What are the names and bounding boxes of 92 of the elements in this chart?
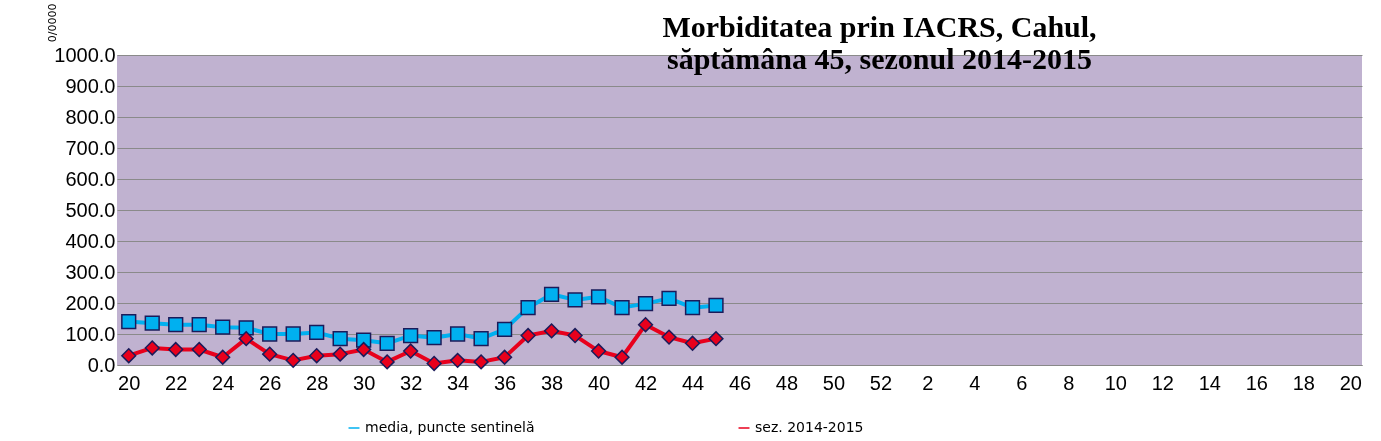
point (449, 352, 466, 368)
point (285, 352, 301, 368)
legend-label: media, puncte sentinelă (365, 419, 535, 435)
x-tick-label: 24 (212, 371, 235, 394)
x-tick-label: 44 (681, 371, 705, 394)
y-tick-label: 200.0 (65, 291, 116, 314)
x-tick-label: 18 (1292, 371, 1315, 394)
point (449, 326, 466, 342)
point (614, 349, 630, 365)
point (637, 295, 654, 312)
point (144, 315, 160, 331)
point (496, 321, 513, 337)
x-tick-label: 22 (165, 371, 188, 394)
point (426, 330, 442, 346)
point (121, 348, 137, 364)
x-tick-label: 6 (1016, 371, 1028, 394)
x-tick-label: 28 (306, 371, 329, 394)
point (262, 326, 278, 342)
x-tick-label: 50 (822, 371, 846, 394)
point (567, 327, 583, 344)
point (543, 286, 560, 302)
x-tick-label: 48 (775, 371, 799, 394)
point (144, 340, 160, 356)
x-tick-label: 2 (922, 371, 934, 394)
y-tick-label: 700.0 (65, 136, 116, 159)
point (520, 327, 536, 344)
point (309, 348, 325, 364)
y-tick-label: 500.0 (65, 198, 116, 221)
y-tick-label: 800.0 (65, 105, 116, 128)
y-tick-label: 100.0 (65, 322, 116, 345)
point (496, 349, 513, 365)
y-tick-label: 0.0 (87, 353, 116, 376)
x-tick-label: 30 (353, 371, 376, 394)
point (708, 331, 724, 347)
point (215, 349, 231, 365)
point (543, 323, 560, 339)
x-tick-label: 20 (118, 371, 141, 394)
point (309, 324, 325, 341)
x-tick-label: 32 (400, 371, 423, 394)
point (332, 346, 348, 362)
point (379, 354, 395, 370)
x-tick-label: 16 (1245, 371, 1268, 394)
point (590, 343, 607, 359)
chart-title: Morbiditatea prin IACRS, Cahul, săptămâna 45, sezonul 2014-2015 (662, 10, 1097, 75)
point (168, 341, 184, 358)
point (402, 327, 419, 344)
y-tick-label: 1000.0 (54, 43, 116, 66)
x-tick-label: 14 (1198, 371, 1221, 394)
point (684, 300, 701, 316)
y-axis-title: 0/0000 (45, 3, 59, 43)
point (215, 319, 231, 335)
point (191, 341, 207, 358)
point (473, 331, 489, 347)
x-tick-label: 34 (446, 371, 470, 394)
legend-label: sez. 2014-2015 (755, 419, 864, 435)
x-tick-label: 10 (1104, 371, 1127, 394)
point (708, 297, 724, 314)
point (567, 292, 583, 308)
x-tick-label: 20 (1339, 371, 1362, 394)
point (332, 331, 348, 347)
point (262, 346, 278, 362)
point (590, 289, 607, 305)
x-tick-label: 4 (969, 371, 981, 394)
y-tick-label: 600.0 (65, 167, 116, 190)
point (238, 331, 254, 347)
x-tick-label: 36 (493, 371, 517, 394)
point (168, 317, 184, 333)
y-tick-label: 900.0 (65, 74, 116, 97)
point (661, 329, 677, 345)
point (191, 317, 207, 333)
point (473, 354, 489, 370)
x-tick-label: 38 (540, 371, 564, 394)
point (285, 326, 301, 342)
x-tick-label: 46 (728, 371, 752, 394)
point (661, 290, 677, 306)
point (426, 355, 442, 372)
point (121, 313, 137, 330)
x-tick-label: 26 (259, 371, 282, 394)
point (684, 335, 701, 351)
point (614, 300, 630, 316)
x-tick-label: 40 (587, 371, 611, 394)
x-tick-label: 12 (1151, 371, 1174, 394)
y-tick-label: 300.0 (65, 260, 116, 283)
point (402, 343, 419, 359)
point (379, 335, 395, 351)
x-tick-label: 8 (1063, 371, 1075, 394)
point (356, 341, 372, 358)
y-tick-label: 400.0 (65, 229, 116, 252)
x-tick-label: 52 (869, 371, 893, 394)
x-tick-label: 42 (634, 371, 658, 394)
point (520, 300, 536, 316)
point (637, 317, 654, 333)
